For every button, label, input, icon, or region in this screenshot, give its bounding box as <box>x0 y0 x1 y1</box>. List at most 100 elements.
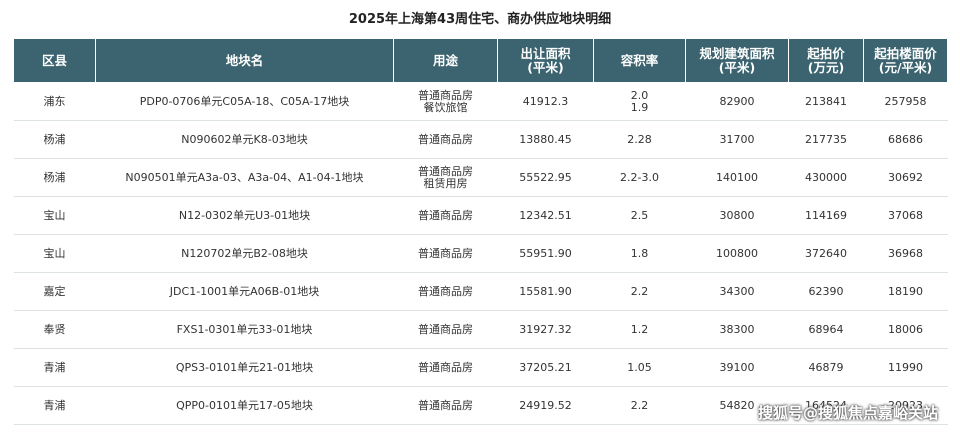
header-cell: 用途 <box>393 38 498 83</box>
table-row: 杨浦 N090602单元K8-03地块 普通商品房 13880.45 2.28 31700… <box>13 120 948 159</box>
cell-line: 1.9 <box>630 100 649 114</box>
title: 2025年上海第43周住宅、商办供应地块明细 <box>348 12 612 27</box>
table-cell: 1.05 <box>593 348 686 387</box>
table-cell: 青浦 <box>13 386 96 425</box>
table-cell: 嘉定 <box>13 272 96 311</box>
table-cell: N120702单元B2-08地块 <box>95 234 394 273</box>
table-cell: 140100 <box>685 158 789 197</box>
table-row: 青浦 QPS3-0101单元21-01地块 普通商品房 37205.21 1.05 391… <box>13 348 948 387</box>
table-cell: 2.2 <box>593 272 686 311</box>
table-row: 宝山 N12-0302单元U3-01地块 普通商品房 12342.51 2.5 30800… <box>13 196 948 235</box>
table-cell: 11990 <box>863 348 948 387</box>
table-cell: 31927.32 <box>497 310 594 349</box>
cell-line: (元/平米) <box>878 59 933 75</box>
cell-line: 起拍楼面价 <box>874 45 937 61</box>
table-cell: N090602单元K8-03地块 <box>95 120 394 159</box>
table-cell: FXS1-0301单元33-01地块 <box>95 310 394 349</box>
table-cell: N090501单元A3a-03、A3a-04、A1-04-1地块 <box>95 158 394 197</box>
cell-line: 起拍价 <box>807 45 845 61</box>
table-cell: 30800 <box>685 196 789 235</box>
table-cell: 18006 <box>863 310 948 349</box>
table-cell: 62390 <box>788 272 864 311</box>
table-cell: 普通商品房 <box>393 386 498 425</box>
table-cell: 100800 <box>685 234 789 273</box>
cell-line: 普通商品房 <box>418 164 473 178</box>
table-cell: 12342.51 <box>497 196 594 235</box>
table-cell: 15581.90 <box>497 272 594 311</box>
table-cell: 2.2-3.0 <box>593 158 686 197</box>
header-row: 区县 地块名 用途 出让面积 (平米) 容积率 规划建筑面积 (平米) 起拍价 (万元) 起拍楼面价… <box>13 38 948 83</box>
table-cell: 20923 <box>863 386 948 425</box>
table-cell: QPP0-0101单元17-05地块 <box>95 386 394 425</box>
table-cell: 普通商品房 <box>393 120 498 159</box>
table-cell: 213841 <box>788 82 864 121</box>
table-cell: PDP0-0706单元C05A-18、C05A-17地块 <box>95 82 394 121</box>
table-cell: 36968 <box>863 234 948 273</box>
table-cell: 54820 <box>685 386 789 425</box>
table-cell: 青浦 <box>13 348 96 387</box>
cell-line: 租赁用房 <box>423 176 468 190</box>
cell-line: (平米) <box>527 59 564 75</box>
table-cell: 浦东 <box>13 82 96 121</box>
table-cell: 38300 <box>685 310 789 349</box>
table-cell: 2.0 1.9 <box>593 82 686 121</box>
table-row: 奉贤 FXS1-0301单元33-01地块 普通商品房 31927.32 1.2 3830… <box>13 310 948 349</box>
header-cell: 区县 <box>13 38 96 83</box>
table-cell: 杨浦 <box>13 158 96 197</box>
table-cell: 217735 <box>788 120 864 159</box>
table-cell: 18190 <box>863 272 948 311</box>
cell-line: 出让面积 <box>520 45 571 61</box>
table-cell: 2.28 <box>593 120 686 159</box>
cell-line: (万元) <box>807 59 845 75</box>
table-cell: 39100 <box>685 348 789 387</box>
table-body: 浦东 PDP0-0706单元C05A-18、C05A-17地块 普通商品房 餐饮旅馆 4… <box>13 82 948 425</box>
table-cell: 34300 <box>685 272 789 311</box>
data-table: 区县 地块名 用途 出让面积 (平米) 容积率 规划建筑面积 (平米) 起拍价 (万元) 起拍楼面价… <box>13 38 948 425</box>
table-cell: 奉贤 <box>13 310 96 349</box>
table-cell: 164524 <box>788 386 864 425</box>
table-cell: 55522.95 <box>497 158 594 197</box>
header-cell: 地块名 <box>95 38 394 83</box>
table-row: 宝山 N120702单元B2-08地块 普通商品房 55951.90 1.8 100800… <box>13 234 948 273</box>
table-cell: 37205.21 <box>497 348 594 387</box>
table-cell: N12-0302单元U3-01地块 <box>95 196 394 235</box>
cell-line: 普通商品房 <box>418 88 473 102</box>
table-cell: 257958 <box>863 82 948 121</box>
table-cell: 13880.45 <box>497 120 594 159</box>
table-cell: 普通商品房 租赁用房 <box>393 158 498 197</box>
table-cell: 41912.3 <box>497 82 594 121</box>
table-cell: 杨浦 <box>13 120 96 159</box>
table-cell: 30692 <box>863 158 948 197</box>
cell-line: 规划建筑面积 <box>699 45 775 61</box>
table-cell: 114169 <box>788 196 864 235</box>
header-cell: 容积率 <box>593 38 686 83</box>
header-cell: 起拍楼面价 (元/平米) <box>863 38 948 83</box>
table-cell: 430000 <box>788 158 864 197</box>
table-cell: 31700 <box>685 120 789 159</box>
table-cell: 68964 <box>788 310 864 349</box>
table-cell: 普通商品房 <box>393 196 498 235</box>
table-cell: 2.5 <box>593 196 686 235</box>
table-cell: QPS3-0101单元21-01地块 <box>95 348 394 387</box>
table-cell: 68686 <box>863 120 948 159</box>
table-cell: 82900 <box>685 82 789 121</box>
table-cell: 2.2 <box>593 386 686 425</box>
table-cell: 普通商品房 <box>393 310 498 349</box>
table-row: 杨浦 N090501单元A3a-03、A3a-04、A1-04-1地块 普通商品房租… <box>13 158 948 197</box>
table-cell: 55951.90 <box>497 234 594 273</box>
cell-line: 2.0 <box>630 88 649 102</box>
header-cell: 起拍价 (万元) <box>788 38 864 83</box>
table-cell: JDC1-1001单元A06B-01地块 <box>95 272 394 311</box>
table-row: 嘉定 JDC1-1001单元A06B-01地块 普通商品房 15581.90 2.2 34… <box>13 272 948 311</box>
table-row: 浦东 PDP0-0706单元C05A-18、C05A-17地块 普通商品房 餐饮旅馆 4… <box>13 82 948 121</box>
table-cell: 1.8 <box>593 234 686 273</box>
table-cell: 普通商品房 <box>393 234 498 273</box>
table-cell: 普通商品房 餐饮旅馆 <box>393 82 498 121</box>
table-cell: 46879 <box>788 348 864 387</box>
watermark: 搜狐号@搜狐焦点嘉峪关站 <box>757 404 938 422</box>
table-cell: 37068 <box>863 196 948 235</box>
header-cell: 出让面积 (平米) <box>497 38 594 83</box>
table-cell: 24919.52 <box>497 386 594 425</box>
table-row: 青浦 QPP0-0101单元17-05地块 普通商品房 24919.52 2.2 5482… <box>13 386 948 425</box>
